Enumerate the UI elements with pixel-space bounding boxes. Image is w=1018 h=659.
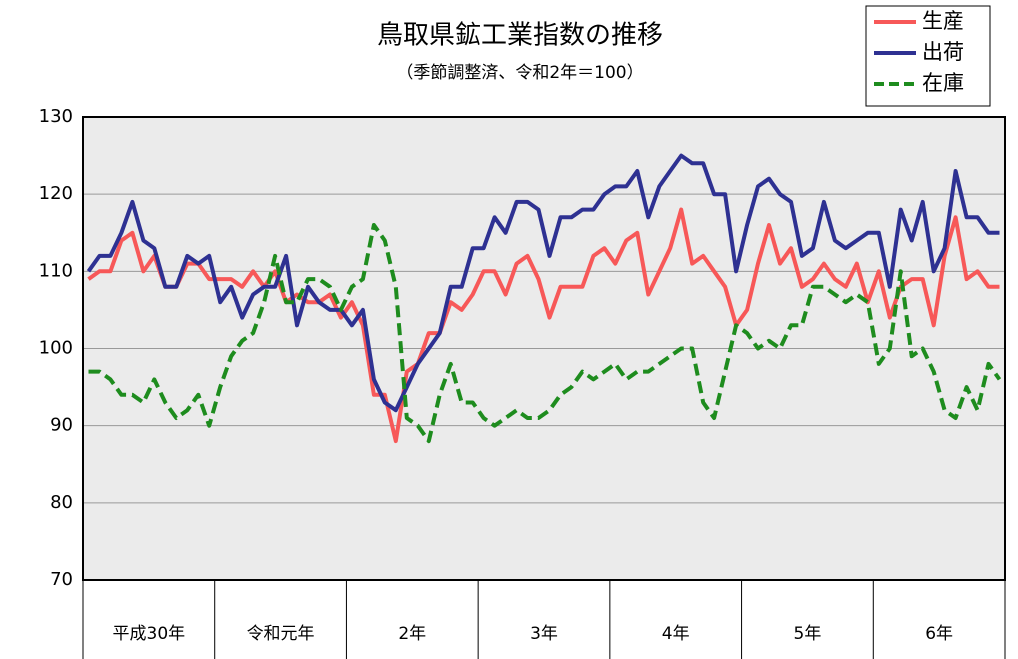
y-tick-label: 80 bbox=[50, 492, 73, 513]
x-tick-label: 4年 bbox=[662, 624, 690, 644]
y-tick-label: 130 bbox=[39, 106, 73, 127]
chart-subtitle: （季節調整済、令和2年＝100） bbox=[396, 63, 643, 83]
legend-label: 出荷 bbox=[922, 40, 964, 64]
y-tick-label: 120 bbox=[39, 183, 73, 204]
x-tick-label: 令和元年 bbox=[247, 624, 315, 644]
plot-border bbox=[82, 116, 1006, 581]
legend-label: 在庫 bbox=[922, 71, 964, 95]
x-tick-label: 5年 bbox=[794, 624, 822, 644]
series-line bbox=[87, 207, 1000, 444]
series-line bbox=[86, 153, 1000, 413]
x-tick-label: 2年 bbox=[398, 624, 426, 644]
legend-label: 生産 bbox=[922, 9, 964, 33]
series-line bbox=[88, 223, 1002, 444]
chart-title: 鳥取県鉱工業指数の推移 bbox=[377, 21, 663, 51]
x-tick-label: 3年 bbox=[530, 624, 558, 644]
x-tick-label: 6年 bbox=[925, 624, 953, 644]
y-tick-label: 110 bbox=[39, 260, 73, 281]
y-tick-label: 100 bbox=[39, 338, 73, 359]
y-tick-label: 70 bbox=[50, 569, 73, 590]
x-tick-label: 平成30年 bbox=[113, 624, 186, 644]
y-tick-label: 90 bbox=[50, 415, 73, 436]
